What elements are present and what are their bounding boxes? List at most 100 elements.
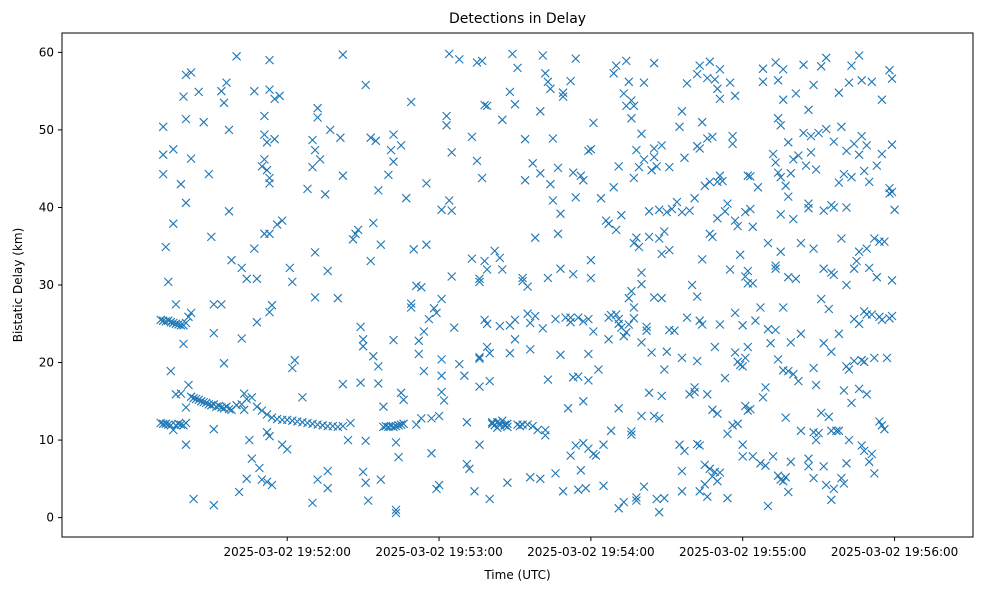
data-point — [882, 353, 892, 363]
data-point — [437, 205, 446, 215]
data-point — [510, 315, 520, 325]
data-point — [396, 388, 406, 398]
data-point — [847, 172, 856, 182]
data-point — [634, 242, 644, 252]
data-point — [277, 216, 287, 225]
data-point — [325, 125, 335, 135]
data-point — [206, 400, 216, 410]
data-point — [566, 317, 575, 327]
data-point — [538, 51, 548, 60]
data-point — [358, 467, 368, 477]
data-point — [497, 416, 507, 426]
data-point — [399, 395, 408, 405]
data-point — [773, 355, 783, 364]
data-point — [738, 452, 748, 461]
data-point — [480, 256, 489, 266]
data-point — [804, 105, 813, 115]
data-point — [824, 304, 834, 314]
data-point — [887, 275, 897, 285]
data-point — [708, 132, 717, 142]
data-point — [869, 353, 879, 363]
data-point — [571, 193, 581, 202]
data-point — [763, 238, 773, 248]
data-point — [869, 469, 879, 478]
data-point — [695, 486, 705, 496]
data-point — [857, 131, 867, 141]
data-point — [520, 134, 530, 144]
data-point — [654, 507, 664, 517]
data-point — [761, 461, 770, 471]
data-point — [373, 186, 383, 195]
data-point — [249, 244, 259, 253]
data-point — [715, 94, 725, 104]
data-point — [546, 84, 555, 94]
data-point — [482, 319, 492, 329]
data-point — [811, 435, 821, 445]
data-point — [475, 277, 484, 287]
data-point — [786, 338, 796, 347]
data-point — [171, 300, 181, 309]
data-point — [368, 351, 378, 361]
data-point — [313, 475, 322, 484]
data-point — [662, 347, 672, 357]
data-point — [189, 494, 198, 504]
data-point — [864, 457, 874, 467]
data-point — [396, 141, 406, 150]
data-point — [702, 492, 712, 502]
data-point — [356, 378, 365, 388]
data-point — [422, 240, 431, 250]
data-point — [839, 386, 849, 395]
data-point — [804, 454, 813, 464]
data-point — [206, 232, 216, 242]
data-point — [692, 439, 702, 449]
data-point — [247, 393, 257, 402]
data-point — [308, 498, 317, 508]
data-point — [614, 314, 624, 324]
data-point — [672, 197, 682, 207]
data-point — [743, 266, 753, 276]
data-point — [239, 405, 249, 415]
data-point — [366, 256, 376, 266]
data-point — [543, 77, 553, 87]
data-point — [667, 204, 677, 214]
data-point — [854, 247, 864, 257]
data-point — [416, 414, 426, 423]
data-point — [659, 227, 669, 236]
data-point — [778, 476, 788, 486]
data-point — [265, 431, 274, 441]
data-point — [728, 131, 737, 141]
data-point — [715, 468, 725, 477]
data-point — [485, 494, 495, 504]
data-point — [411, 281, 421, 291]
data-point — [880, 237, 889, 246]
data-point — [568, 269, 578, 279]
data-point — [472, 156, 482, 166]
data-point — [553, 229, 563, 239]
data-point — [733, 419, 743, 429]
data-point — [862, 389, 872, 399]
data-point — [654, 234, 664, 243]
data-point — [186, 68, 196, 77]
data-point — [462, 459, 472, 469]
data-point — [194, 395, 204, 405]
data-point — [761, 383, 770, 392]
data-point — [338, 171, 348, 181]
data-point — [447, 272, 457, 281]
data-point — [475, 352, 484, 362]
data-point — [839, 479, 849, 488]
data-point — [525, 472, 535, 482]
data-point — [287, 363, 297, 373]
data-point — [652, 494, 662, 504]
data-point — [391, 505, 401, 515]
data-point — [285, 263, 295, 273]
data-point — [568, 168, 578, 177]
data-point — [804, 203, 813, 213]
data-point — [862, 244, 872, 253]
data-point — [460, 371, 469, 381]
data-point — [409, 244, 419, 254]
data-point — [637, 279, 646, 289]
data-point — [702, 389, 712, 399]
data-point — [389, 157, 398, 167]
data-point — [161, 242, 171, 252]
data-point — [184, 380, 193, 390]
